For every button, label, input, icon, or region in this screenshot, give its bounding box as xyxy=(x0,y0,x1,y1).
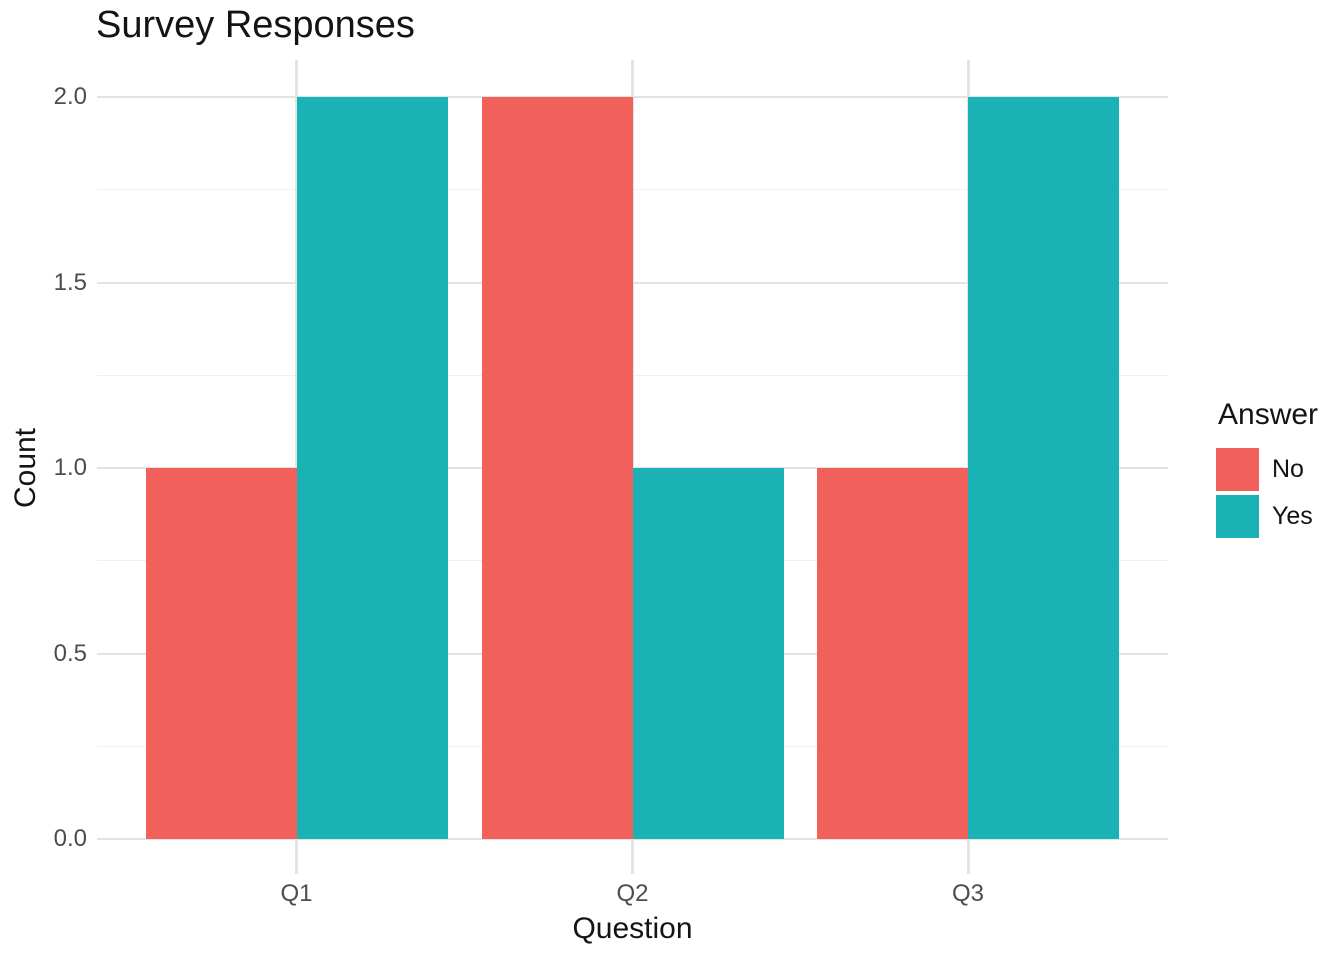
legend-item-no: No xyxy=(1216,448,1336,491)
legend-label: Yes xyxy=(1272,502,1313,530)
legend-items: No Yes xyxy=(1216,448,1336,538)
y-tick-label: 0.0 xyxy=(53,825,87,852)
chart-title: Survey Responses xyxy=(96,4,415,46)
y-axis-title: Count xyxy=(9,427,42,509)
legend-swatch-yes xyxy=(1216,495,1259,538)
bar-q3-yes xyxy=(968,97,1119,839)
y-tick-label: 0.5 xyxy=(53,639,87,667)
y-tick-label: 1.0 xyxy=(53,454,87,481)
legend: Answer No Yes xyxy=(1216,398,1336,542)
category-gridline xyxy=(631,60,634,874)
y-tick-label: 2.0 xyxy=(53,83,87,110)
bar-q2-yes xyxy=(632,468,784,839)
legend-title: Answer xyxy=(1218,398,1319,431)
x-tick-label-q2: Q2 xyxy=(616,880,649,907)
x-axis-title: Question xyxy=(572,912,693,945)
legend-item-yes: Yes xyxy=(1216,495,1336,538)
x-tick-label-q3: Q3 xyxy=(951,880,984,907)
bar-q1-no xyxy=(145,468,297,839)
y-tick-label: 1.5 xyxy=(53,268,87,296)
legend-swatch-no xyxy=(1216,448,1259,491)
plot-panel xyxy=(97,60,1168,874)
bar-q1-yes xyxy=(296,97,448,839)
legend-label: No xyxy=(1272,455,1304,483)
x-tick-label-q1: Q1 xyxy=(280,880,313,907)
bar-q3-no xyxy=(817,468,968,839)
bar-q2-no xyxy=(481,97,633,839)
